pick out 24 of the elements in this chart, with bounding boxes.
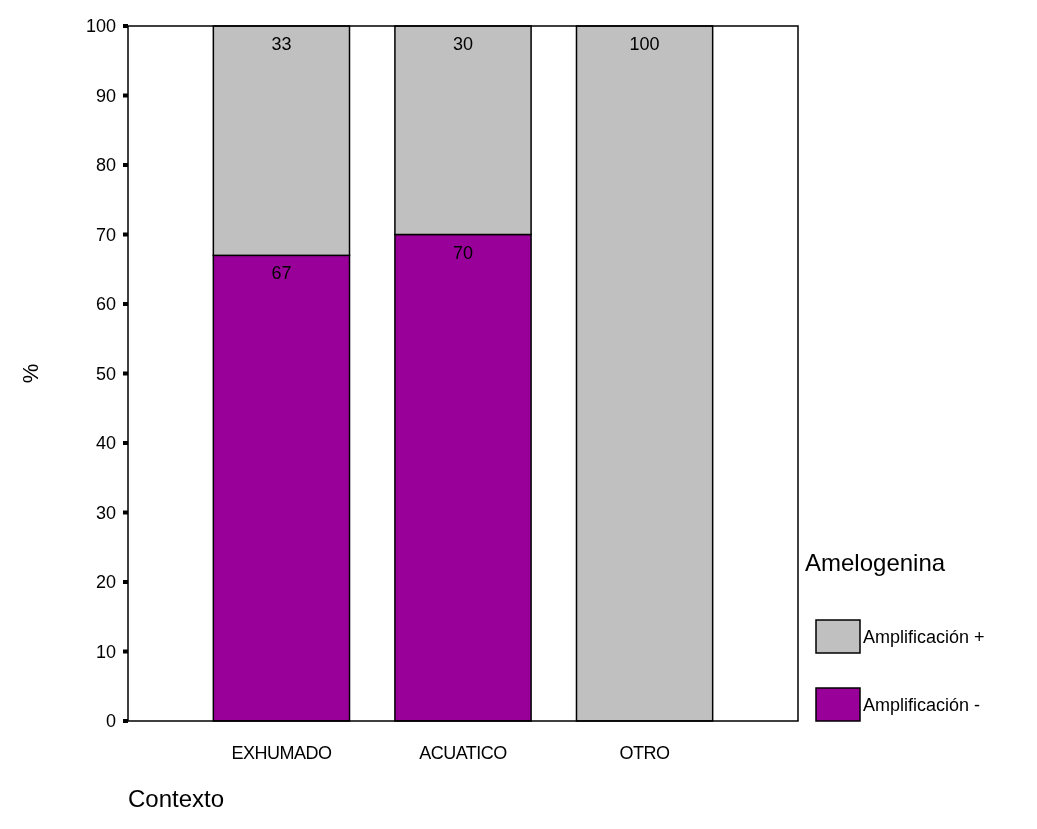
x-axis-title: Contexto <box>128 785 225 812</box>
y-tick-label: 0 <box>105 711 116 732</box>
data-label: 67 <box>271 263 292 284</box>
y-tick-label: 10 <box>95 641 116 662</box>
legend-label: Amplificación + <box>863 627 985 648</box>
y-tick-label: 90 <box>95 85 116 106</box>
data-label: 70 <box>452 242 474 263</box>
y-tick-label: 20 <box>95 572 116 593</box>
y-tick-label: 30 <box>95 502 116 523</box>
y-tick-label: 70 <box>95 224 116 245</box>
legend-title: Amelogenina <box>805 549 946 576</box>
y-tick-label: 40 <box>95 433 116 454</box>
y-tick-label: 100 <box>85 16 116 37</box>
legend-label: Amplificación - <box>863 695 981 716</box>
x-tick-label: ACUATICO <box>419 743 508 763</box>
data-label: 33 <box>271 34 292 54</box>
x-tick-label: EXHUMADO <box>231 743 332 763</box>
data-label: 100 <box>629 34 660 54</box>
y-axis-title: % <box>18 363 43 384</box>
y-tick-label: 50 <box>95 363 116 384</box>
y-tick-label: 80 <box>95 155 116 176</box>
data-label: 30 <box>452 34 474 54</box>
y-tick-label: 60 <box>95 294 116 315</box>
x-tick-label: OTRO <box>619 743 671 763</box>
